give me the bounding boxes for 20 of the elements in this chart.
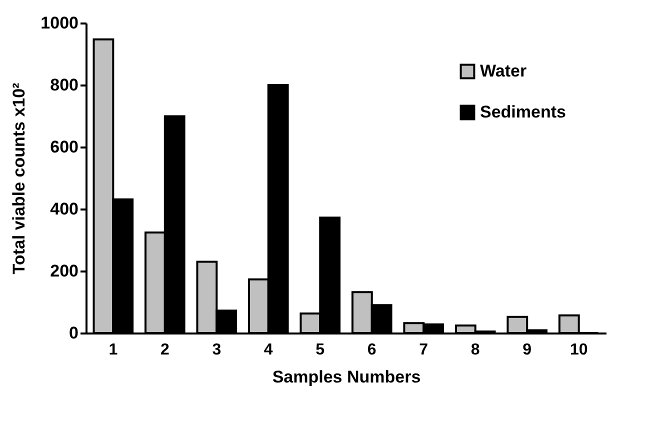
x-tick-label: 7 — [419, 342, 428, 358]
legend-label: Water — [480, 62, 527, 80]
y-tick-label: 600 — [50, 138, 78, 156]
x-tick-label: 9 — [522, 342, 532, 358]
x-tick-label: 6 — [367, 342, 376, 358]
x-tick-label: 1 — [108, 342, 118, 358]
x-tick-label: 2 — [160, 342, 170, 358]
x-tick-label: 4 — [264, 342, 273, 358]
x-tick-label: 5 — [316, 342, 325, 358]
legend-label: Sediments — [480, 102, 566, 122]
y-tick-label: 0 — [69, 324, 78, 342]
y-axis-title: Total viable counts x10² — [10, 82, 29, 274]
x-tick-label: 10 — [570, 342, 588, 358]
y-tick-label: 800 — [50, 76, 78, 94]
y-tick-label: 1000 — [40, 14, 78, 32]
y-tick-label: 200 — [50, 262, 78, 280]
x-tick-label: 8 — [470, 342, 480, 358]
x-axis-title: Samples Numbers — [272, 368, 421, 386]
y-tick-label: 400 — [50, 200, 78, 218]
x-tick-label: 3 — [212, 342, 222, 358]
